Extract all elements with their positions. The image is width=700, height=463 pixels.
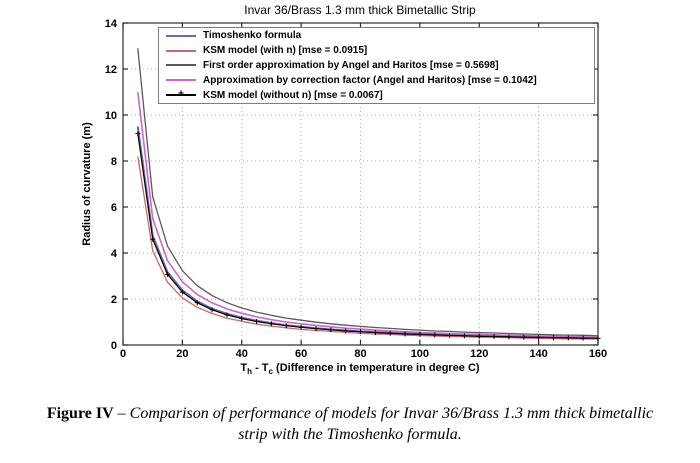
x-tick-label: 100 xyxy=(411,348,429,360)
legend-line-swatch: + xyxy=(166,31,196,41)
x-tick-label: 80 xyxy=(354,348,366,360)
figure-caption: Figure IV – Comparison of performance of… xyxy=(0,403,700,445)
plus-marker-icon: + xyxy=(178,88,184,100)
swatch-line xyxy=(166,34,196,37)
series-curve-4 xyxy=(137,133,599,339)
chart-title: Invar 36/Brass 1.3 mm thick Bimetallic S… xyxy=(244,3,476,17)
y-tick-label: 2 xyxy=(111,294,117,306)
y-axis-label: Radius of curvature (m) xyxy=(81,122,93,246)
swatch-line xyxy=(166,49,196,52)
y-tick-label: 12 xyxy=(105,64,117,76)
caption-line-2: strip with the Timoshenko formula. xyxy=(0,424,700,445)
series-curve-2 xyxy=(137,48,599,337)
y-tick-label: 8 xyxy=(111,156,117,168)
x-label-rest: (Difference in temperature in degree C) xyxy=(273,362,480,374)
legend-line-swatch: + xyxy=(166,46,196,56)
chart-legend: + Timoshenko formula + KSM model (with n… xyxy=(158,27,595,104)
swatch-line xyxy=(166,64,196,67)
legend-label: Timoshenko formula xyxy=(203,30,302,42)
y-tick-label: 4 xyxy=(111,248,118,260)
bimetallic-strip-chart: 0 20 40 60 80 100 120 140 160 0 2 4 6 8 10 12 14 Invar 3… xyxy=(81,3,607,376)
legend-line-swatch: + xyxy=(166,60,196,70)
x-label-sub-c: c xyxy=(269,367,274,376)
legend-row-ksm-with-n: + KSM model (with n) [mse = 0.0915] xyxy=(159,44,594,58)
x-label-T1: T xyxy=(240,362,247,374)
caption-separator: – xyxy=(117,405,126,422)
x-tick-label: 160 xyxy=(589,348,607,360)
y-tick-label: 14 xyxy=(105,18,118,30)
series-curve-0 xyxy=(136,126,599,340)
x-tick-label: 20 xyxy=(176,348,188,360)
legend-row-timoshenko: + Timoshenko formula xyxy=(159,29,594,43)
caption-figure-label: Figure IV xyxy=(46,405,114,422)
legend-row-ksm-without-n: + KSM model (without n) [mse = 0.0067] xyxy=(159,88,594,102)
y-tick-label: 10 xyxy=(105,110,117,122)
caption-text-1: Comparison of performance of models for … xyxy=(129,405,654,422)
legend-label: KSM model (with n) [mse = 0.0915] xyxy=(203,45,368,57)
legend-label: KSM model (without n) [mse = 0.0067] xyxy=(203,89,383,101)
x-axis-label: Th - Tc (Difference in temperature in de… xyxy=(240,362,480,376)
x-label-sub-h: h xyxy=(247,367,252,376)
x-tick-label: 120 xyxy=(470,348,488,360)
caption-line-1: Figure IV – Comparison of performance of… xyxy=(0,403,700,424)
x-tick-label: 60 xyxy=(295,348,307,360)
swatch-line xyxy=(166,94,196,97)
legend-row-correction-factor: + Approximation by correction factor (An… xyxy=(159,73,594,87)
legend-label: First order approximation by Angel and H… xyxy=(203,59,499,71)
swatch-line xyxy=(166,79,196,82)
caption-text-2: strip with the Timoshenko formula. xyxy=(238,426,462,443)
legend-row-first-order: + First order approximation by Angel and… xyxy=(159,58,594,72)
y-tick-label: 6 xyxy=(111,202,117,214)
x-tick-label: 0 xyxy=(120,348,126,360)
legend-line-swatch: + xyxy=(166,88,196,100)
plot-area: 0 20 40 60 80 100 120 140 160 0 2 4 6 8 10 12 14 xyxy=(105,18,607,360)
x-label-T2: - T xyxy=(252,362,269,374)
y-tick-label: 0 xyxy=(111,340,117,352)
x-tick-label: 140 xyxy=(529,348,547,360)
x-tick-label: 40 xyxy=(236,348,248,360)
legend-label: Approximation by correction factor (Ange… xyxy=(203,74,537,86)
series-curve-3 xyxy=(137,91,599,338)
legend-line-swatch: + xyxy=(166,75,196,85)
series-curve-1 xyxy=(137,156,598,340)
